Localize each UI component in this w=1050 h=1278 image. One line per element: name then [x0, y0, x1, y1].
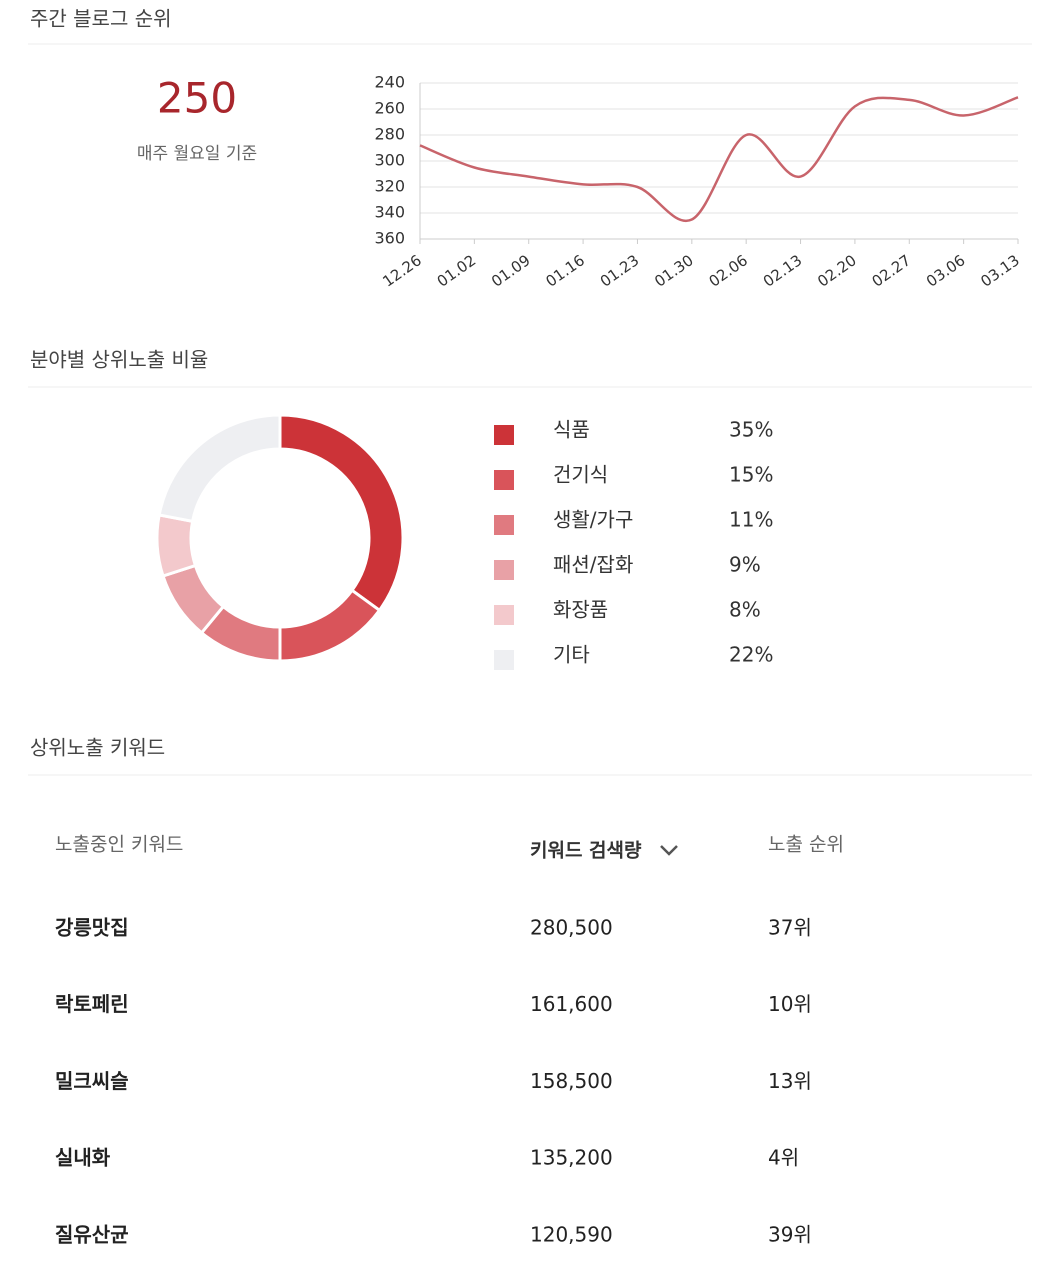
- x-tick-label: 02.13: [760, 251, 806, 290]
- x-tick-label: 03.13: [977, 251, 1023, 290]
- section-title: 분야별 상위노출 비율: [30, 348, 208, 372]
- keyword: 질유산균: [55, 1222, 129, 1246]
- x-tick-label: 02.20: [814, 251, 860, 290]
- legend-value: 15%: [729, 463, 773, 487]
- y-tick-label: 260: [374, 99, 405, 118]
- section-title: 주간 블로그 순위: [30, 7, 172, 31]
- cell: 135,200: [530, 1146, 613, 1170]
- legend-swatch: [494, 515, 514, 535]
- legend-value: 11%: [729, 508, 773, 532]
- legend-swatch: [494, 560, 514, 580]
- legend-label: 패션/잡화: [553, 553, 633, 577]
- cell: 13위: [768, 1069, 812, 1093]
- legend-swatch: [494, 425, 514, 445]
- cell: 4위: [768, 1146, 799, 1170]
- cell: 161,600: [530, 992, 613, 1016]
- sort-icon[interactable]: [660, 845, 678, 856]
- x-tick-label: 12.26: [379, 251, 425, 290]
- legend-swatch: [494, 650, 514, 670]
- donut-segment: [157, 413, 282, 524]
- y-tick-label: 340: [374, 203, 405, 222]
- legend-label: 생활/가구: [553, 508, 633, 532]
- x-tick-label: 01.30: [651, 251, 697, 290]
- x-tick-label: 02.06: [706, 251, 752, 290]
- legend-label: 화장품: [553, 598, 608, 622]
- cell: 39위: [768, 1222, 812, 1246]
- cell: 280,500: [530, 916, 613, 940]
- x-tick-label: 01.02: [434, 251, 480, 290]
- cell: 10위: [768, 992, 812, 1016]
- current-rank: 250: [157, 74, 237, 123]
- x-tick-label: 02.27: [869, 251, 915, 290]
- section-title: 상위노출 키워드: [30, 736, 165, 760]
- donut-segment: [155, 513, 198, 578]
- cell: 37위: [768, 916, 812, 940]
- x-tick-label: 01.16: [542, 251, 588, 290]
- y-tick-label: 240: [374, 73, 405, 92]
- column-header[interactable]: 노출 순위: [768, 834, 844, 856]
- legend-value: 9%: [729, 553, 761, 577]
- legend-value: 22%: [729, 643, 773, 667]
- x-tick-label: 03.06: [923, 251, 969, 290]
- y-tick-label: 280: [374, 125, 405, 144]
- legend-swatch: [494, 470, 514, 490]
- donut-segment: [278, 588, 382, 663]
- legend-label: 건기식: [553, 463, 608, 487]
- legend-value: 8%: [729, 598, 761, 622]
- legend-value: 35%: [729, 418, 773, 442]
- keyword: 강릉맛집: [55, 916, 129, 940]
- legend-swatch: [494, 605, 514, 625]
- column-header[interactable]: 키워드 검색량: [530, 840, 642, 862]
- rank-caption: 매주 월요일 기준: [137, 144, 257, 164]
- y-tick-label: 300: [374, 151, 405, 170]
- keyword: 락토페린: [55, 992, 129, 1016]
- legend-label: 기타: [553, 643, 590, 667]
- x-tick-label: 01.23: [597, 251, 643, 290]
- y-tick-label: 320: [374, 177, 405, 196]
- keyword: 밀크씨슬: [55, 1069, 129, 1093]
- cell: 158,500: [530, 1069, 613, 1093]
- column-header[interactable]: 노출중인 키워드: [55, 834, 183, 856]
- cell: 120,590: [530, 1222, 613, 1246]
- y-tick-label: 360: [374, 229, 405, 248]
- legend-label: 식품: [553, 418, 590, 442]
- donut-segment: [278, 413, 405, 613]
- line-series: [419, 96, 1019, 223]
- keyword: 실내화: [55, 1146, 111, 1170]
- x-tick-label: 01.09: [488, 251, 534, 290]
